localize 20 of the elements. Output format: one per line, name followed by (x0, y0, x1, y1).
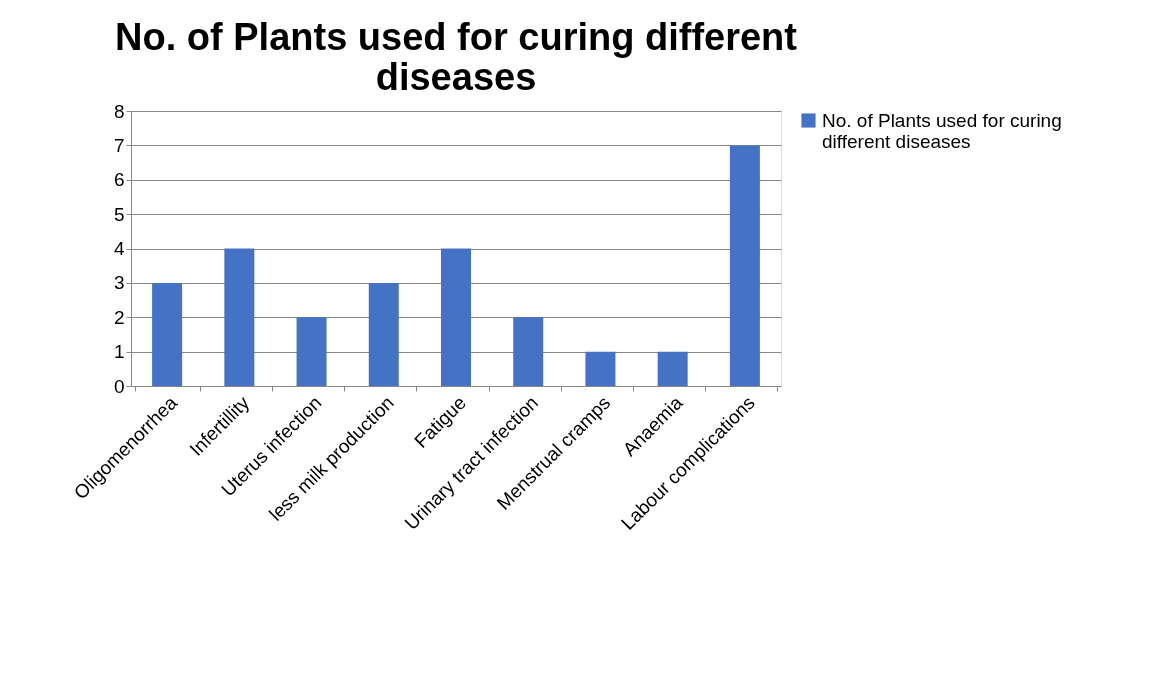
bar (441, 248, 471, 386)
bar (657, 351, 688, 386)
bar (152, 282, 183, 386)
y-tick-label: 4 (113, 238, 125, 259)
bar (224, 248, 255, 386)
y-tick-label: 6 (113, 169, 125, 191)
legend-label: No. of Plants used for curing different diseases (822, 109, 1062, 152)
y-tick-label: 2 (113, 306, 125, 328)
y-tick-label: 5 (113, 203, 125, 225)
bar (368, 282, 399, 386)
chart-title: No. of Plants used for curing different diseases (115, 16, 798, 98)
bar (585, 351, 616, 386)
y-tick-label: 8 (113, 100, 125, 122)
bar (513, 317, 544, 386)
y-tick-label: 1 (113, 341, 125, 363)
y-tick-label: 7 (113, 134, 125, 156)
bar (729, 145, 760, 386)
y-tick-label: 3 (113, 272, 125, 294)
bar (296, 317, 327, 386)
y-tick-label: 0 (113, 375, 125, 397)
